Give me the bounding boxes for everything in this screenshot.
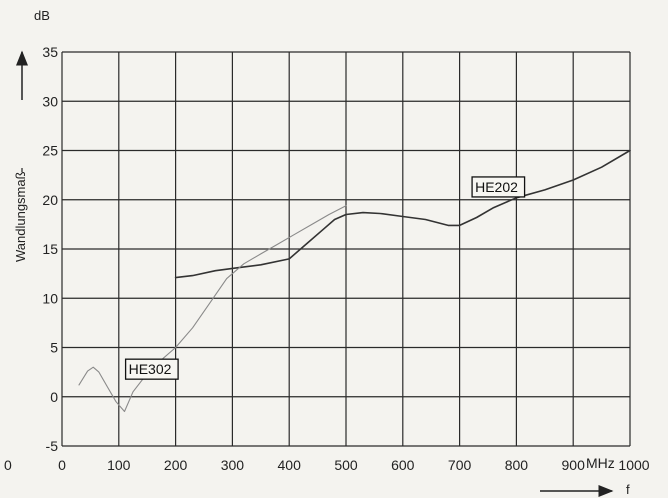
y-tick-label-8: 35: [42, 44, 58, 60]
y-tick-label-6: 25: [42, 143, 58, 159]
grid: [61, 51, 631, 447]
x-tick-label-2: 200: [164, 457, 188, 473]
x-tick-label-4: 400: [278, 457, 302, 473]
x-tick-label-10: 1000: [618, 457, 649, 473]
y-tick-label-3: 10: [42, 290, 58, 306]
y-unit-label: dB: [34, 8, 50, 23]
series-label-he202: HE202: [471, 176, 526, 198]
series-label-text-0: HE202: [475, 179, 518, 195]
y-tick-label-0: -5: [46, 438, 59, 454]
x-tick-label-0: 0: [58, 457, 66, 473]
x-axis-label: f: [626, 482, 630, 497]
series-label-box-1: [124, 358, 179, 380]
labels-layer: HE202 HE302: [124, 176, 526, 380]
y-tick-label-4: 15: [42, 241, 58, 257]
x-tick-label-3: 300: [221, 457, 245, 473]
series-label-he302: HE302: [124, 358, 179, 380]
y-tick-label-1: 0: [50, 389, 58, 405]
x-tick-label-1: 100: [107, 457, 131, 473]
ticks-layer: -5 0 5 10 15 20 25 30 35 0 100 200 300 400 500 600 700 80…: [42, 44, 649, 473]
y-tick-label-7: 30: [42, 93, 58, 109]
series-line-he302: [78, 205, 347, 413]
series-label-box-0: [471, 176, 526, 198]
x-tick-label-7: 700: [448, 457, 472, 473]
series-line-he202: [174, 149, 631, 279]
x-tick-label-5: 500: [334, 457, 358, 473]
x-tick-label-8: 800: [505, 457, 529, 473]
x-tick-label-6: 600: [391, 457, 415, 473]
x-tick-label-9: 900: [562, 457, 586, 473]
series-label-text-1: HE302: [129, 361, 172, 377]
series-layer: [78, 149, 631, 413]
x-unit-label: MHz: [586, 455, 615, 471]
outside-left-label: 0: [4, 457, 12, 473]
y-tick-label-2: 5: [50, 340, 58, 356]
y-tick-label-5: 20: [42, 192, 58, 208]
y-axis-label: Wandlungsmaß: [13, 171, 28, 262]
